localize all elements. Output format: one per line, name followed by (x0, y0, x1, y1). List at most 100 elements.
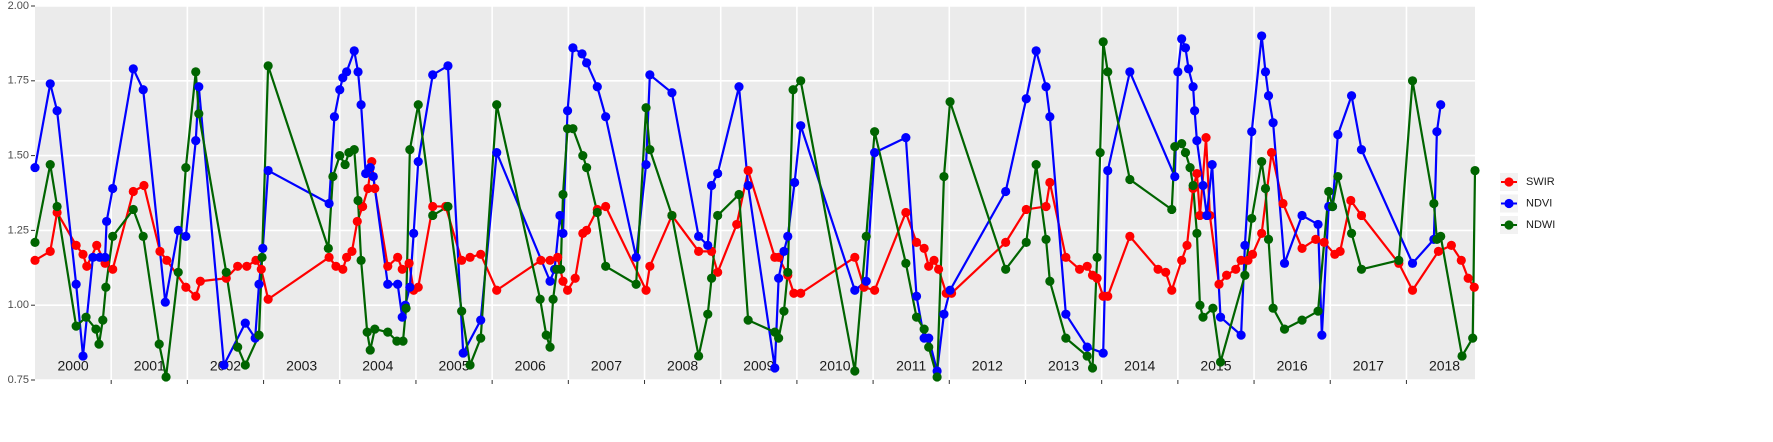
data-point (1061, 309, 1071, 319)
data-point (1335, 246, 1345, 256)
data-point (191, 67, 201, 77)
data-point (71, 321, 81, 331)
data-point (82, 261, 92, 271)
data-point (1356, 210, 1367, 221)
data-point (413, 282, 423, 292)
data-point (1045, 112, 1055, 122)
data-point (256, 264, 266, 274)
y-tick-label: 1.50 (8, 150, 29, 162)
data-point (861, 276, 871, 286)
data-point (1257, 31, 1267, 41)
data-point (1195, 300, 1205, 310)
data-point (558, 189, 568, 200)
year-label: 2000 (58, 358, 89, 374)
data-point (774, 252, 784, 262)
legend-marker (1504, 220, 1514, 230)
data-point (734, 82, 744, 92)
data-point (356, 100, 366, 110)
data-point (405, 282, 415, 292)
data-point (1161, 267, 1171, 277)
data-point (1327, 201, 1338, 212)
data-point (1103, 165, 1113, 176)
data-point (1167, 204, 1177, 215)
data-point (796, 121, 806, 131)
data-point (1231, 264, 1241, 274)
data-point (492, 100, 502, 110)
data-point (1001, 237, 1011, 247)
data-point (138, 231, 148, 241)
data-point (783, 267, 793, 277)
data-point (254, 279, 264, 289)
data-point (1177, 139, 1187, 149)
data-point (1170, 171, 1180, 182)
data-point (706, 180, 717, 191)
data-point (329, 112, 340, 122)
data-point (401, 303, 411, 313)
data-point (1201, 133, 1211, 143)
data-point (743, 315, 753, 325)
data-point (1095, 148, 1105, 158)
year-label: 2018 (1429, 358, 1460, 374)
data-point (1177, 255, 1187, 265)
year-label: 2009 (743, 358, 774, 374)
data-point (335, 85, 345, 95)
data-point (713, 267, 723, 277)
data-point (181, 231, 191, 241)
data-point (1103, 67, 1113, 77)
data-point (181, 162, 191, 173)
data-point (1190, 106, 1200, 116)
data-point (631, 279, 641, 289)
data-point (191, 136, 201, 146)
data-point (1214, 279, 1224, 289)
data-point (796, 288, 806, 298)
data-point (703, 309, 713, 319)
data-point (409, 228, 419, 238)
data-point (945, 285, 955, 295)
data-point (30, 237, 40, 247)
data-point (492, 285, 502, 295)
data-point (577, 49, 587, 59)
data-point (861, 231, 871, 241)
data-point (160, 297, 170, 307)
data-point (535, 294, 545, 304)
data-point (342, 67, 352, 77)
data-point (347, 246, 357, 256)
data-point (568, 43, 578, 53)
data-point (1268, 118, 1278, 128)
legend-marker (1504, 177, 1514, 187)
y-tick-label: 1.75 (8, 75, 29, 87)
data-point (1236, 330, 1246, 340)
data-point (254, 330, 264, 340)
data-point (1346, 91, 1357, 101)
data-point (592, 207, 602, 218)
data-point (1103, 291, 1113, 301)
year-label: 2001 (134, 358, 165, 374)
data-point (601, 261, 611, 271)
data-point (788, 85, 798, 95)
data-point (1177, 34, 1187, 44)
data-point (555, 210, 565, 221)
data-point (233, 261, 243, 271)
data-point (1180, 148, 1191, 158)
data-point (1182, 240, 1192, 250)
data-point (1457, 351, 1467, 361)
year-label: 2007 (591, 358, 622, 374)
data-point (362, 327, 372, 337)
data-point (924, 333, 934, 343)
data-point (138, 85, 148, 95)
data-point (1407, 258, 1418, 268)
data-point (1188, 180, 1198, 191)
data-point (1061, 252, 1071, 262)
data-point (568, 124, 578, 134)
data-point (911, 312, 922, 322)
data-point (541, 330, 551, 340)
data-point (548, 294, 558, 304)
data-point (71, 240, 81, 250)
data-point (713, 168, 723, 179)
data-point (732, 219, 742, 230)
data-point (1247, 249, 1258, 259)
data-point (1319, 237, 1329, 247)
data-point (1468, 333, 1478, 343)
data-point (352, 216, 362, 227)
legend-marker (1504, 198, 1514, 209)
